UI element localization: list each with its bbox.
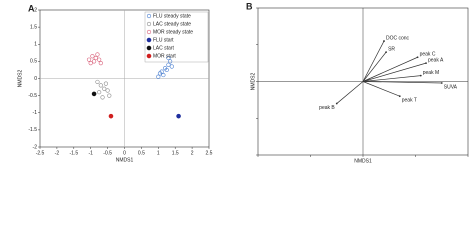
point — [98, 83, 103, 88]
vector-head — [385, 51, 387, 53]
legend-label: MOR steady state — [153, 29, 193, 35]
y-axis-label: NMDS2 — [250, 73, 256, 91]
point — [91, 59, 97, 64]
point — [98, 60, 103, 66]
point — [93, 55, 98, 61]
point — [95, 79, 100, 85]
point — [169, 64, 174, 69]
vector — [362, 81, 442, 84]
point — [88, 60, 93, 66]
legend-box — [144, 11, 209, 63]
x-tick-label: 0 — [123, 150, 126, 156]
point — [166, 55, 171, 61]
vector-label: DOC conc — [386, 35, 410, 41]
vector-head — [425, 62, 427, 65]
y-tick-label: -0.5 — [28, 93, 37, 99]
panel-label: A — [28, 3, 35, 13]
x-tick-label: -1.5 — [69, 150, 78, 156]
legend-label: FLU steady state — [153, 13, 191, 19]
legend-label: LAC start — [153, 45, 174, 51]
legend-marker — [146, 13, 152, 19]
vector-head — [440, 82, 443, 84]
x-tick-label: 2.5 — [206, 150, 213, 156]
point — [97, 90, 102, 95]
x-axis-label: NMDS1 — [116, 157, 134, 163]
point — [108, 113, 114, 119]
point — [86, 57, 92, 62]
x-tick-label: -2.5 — [36, 150, 45, 156]
x-tick-label: -2 — [55, 150, 60, 156]
y-tick-label: 1 — [34, 42, 37, 48]
point — [91, 91, 97, 97]
legend-marker — [146, 53, 152, 59]
vector — [362, 56, 418, 82]
vector-head — [398, 95, 401, 98]
y-tick-label: -1 — [33, 110, 38, 116]
vector-head — [383, 40, 385, 42]
point — [97, 57, 102, 62]
vector-label: peak M — [423, 70, 439, 76]
vector — [362, 75, 421, 82]
point — [90, 54, 95, 59]
vector-head — [416, 56, 419, 59]
point — [168, 59, 173, 64]
background — [0, 0, 474, 167]
point — [164, 67, 169, 73]
point — [100, 95, 105, 100]
vector-label: peak A — [428, 57, 444, 63]
x-tick-label: -1 — [88, 150, 93, 156]
y-tick-label: -2 — [33, 144, 38, 150]
x-tick-label: -0.5 — [103, 150, 112, 156]
point — [161, 72, 166, 78]
legend-label: LAC steady state — [153, 21, 191, 27]
vector-head — [335, 102, 338, 105]
vector — [362, 51, 387, 82]
panel-label: B — [246, 1, 253, 11]
legend-marker — [146, 37, 152, 43]
vector — [362, 62, 427, 82]
x-tick-label: 1.5 — [172, 150, 179, 156]
vector-label: SR — [388, 46, 395, 52]
y-tick-label: 0.5 — [30, 59, 37, 65]
vector-label: peak T — [402, 98, 417, 104]
vector — [362, 40, 385, 82]
point — [166, 62, 171, 67]
point — [157, 71, 163, 76]
x-tick-label: 0.5 — [138, 150, 145, 156]
legend-marker — [146, 29, 152, 35]
point — [176, 113, 181, 119]
point — [102, 86, 107, 91]
point — [107, 93, 112, 98]
legend-marker — [146, 45, 152, 51]
figure: A-2.5 -2 -1.5 -1 -0.5 0 0.5 1 1.5 2 2.5-2-1.5-1-0.… — [0, 0, 474, 167]
y-tick-label: 1.5 — [30, 24, 37, 30]
vector-head — [419, 74, 422, 77]
vector — [336, 81, 364, 104]
vector-label: SUVA — [444, 84, 458, 90]
x-tick-label: 1 — [157, 150, 160, 156]
legend-label: FLU start — [153, 37, 174, 43]
x-axis-label: NMDS1 — [354, 158, 372, 164]
y-tick-label: -1.5 — [28, 127, 37, 133]
point — [105, 88, 110, 93]
y-tick-label: 2 — [34, 7, 37, 13]
point — [156, 74, 161, 79]
vector — [362, 81, 400, 97]
point — [103, 81, 109, 86]
vector-label: peak C — [420, 52, 436, 58]
y-tick-label: 0 — [34, 76, 37, 82]
vector-label: peak B — [319, 105, 335, 111]
x-tick-label: 2 — [191, 150, 194, 156]
point — [95, 52, 100, 57]
legend-label: MOR start — [153, 53, 176, 59]
y-axis-label: NMDS2 — [17, 70, 23, 88]
legend-marker — [146, 21, 152, 27]
